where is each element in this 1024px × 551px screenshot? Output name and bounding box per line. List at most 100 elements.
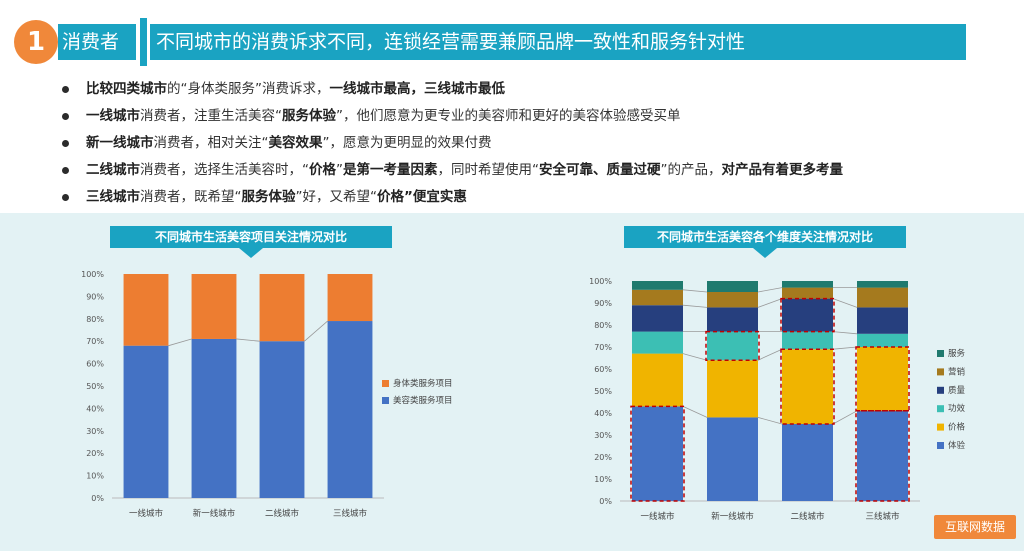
source-tag: 互联网数据 <box>934 515 1016 539</box>
y-tick-label: 70% <box>86 337 104 346</box>
bullet-item: 一线城市消费者，注重生活美容“服务体验”，他们愿意为更专业的美容师和更好的美容体… <box>62 103 1002 130</box>
section-headline: 不同城市的消费诉求不同，连锁经营需要兼顾品牌一致性和服务针对性 <box>150 24 966 60</box>
bullet-text: ”，愿意为更明显的效果付费 <box>322 135 492 151</box>
series-connector-line <box>757 417 783 425</box>
series-connector-line <box>757 298 783 308</box>
chart-1-title: 不同城市生活美容项目关注情况对比 <box>110 226 392 248</box>
bar-segment <box>782 349 833 424</box>
bullet-emphasis: 一线城市 <box>86 108 140 124</box>
series-connector-line <box>832 410 858 425</box>
bullet-emphasis: 二线城市 <box>86 162 140 178</box>
legend-label: 营销 <box>948 366 966 377</box>
bullet-emphasis: 比较四类城市 <box>86 81 167 97</box>
bullet-text: ”的产品， <box>660 162 722 178</box>
bar-segment <box>707 281 758 292</box>
chart-2-title-arrow <box>753 248 777 258</box>
bar-segment <box>327 321 373 498</box>
bullet-item: 二线城市消费者，选择生活美容时，“价格”是第一考量因素，同时希望使用“安全可靠、… <box>62 157 1002 184</box>
series-connector-line <box>832 346 858 350</box>
legend-swatch <box>937 423 944 431</box>
series-connector-line <box>682 289 708 293</box>
legend-label: 价格 <box>948 422 966 433</box>
bullet-emphasis: 安全可靠、质量过硬 <box>539 162 661 178</box>
bullet-text: ”好，又希望“ <box>295 189 378 205</box>
bullet-text: 的“身体类服务”消费诉求， <box>167 81 330 97</box>
highlight-box <box>705 330 760 361</box>
legend-swatch <box>937 405 944 413</box>
bullet-text: 消费者，注重生活美容“ <box>140 108 282 124</box>
bullet-dot-icon <box>62 194 69 201</box>
bullet-dot-icon <box>62 140 69 147</box>
series-connector-line <box>168 338 192 347</box>
y-tick-label: 100% <box>81 270 104 279</box>
bullet-emphasis: 美容效果 <box>268 135 323 151</box>
chart-1: 0% 10% 20% 30% 40% 50% 60% 70% 80% 90% 100% 一线城市 新一线… <box>81 270 452 519</box>
legend-label: 服务 <box>948 348 966 359</box>
bar-segment <box>782 287 833 299</box>
x-tick-label: 二线城市 <box>790 511 825 522</box>
highlight-box <box>630 405 685 502</box>
section-number: 1 <box>14 20 58 64</box>
bar-segment <box>857 410 908 501</box>
bullet-emphasis: 服务体验 <box>241 189 296 205</box>
bullet-text: 消费者，相对关注“ <box>153 135 269 151</box>
y-tick-label: 60% <box>86 360 104 369</box>
bullet-item: 比较四类城市的“身体类服务”消费诉求，一线城市最高，三线城市最低 <box>62 76 1002 103</box>
section-header: 1 消费者 不同城市的消费诉求不同，连锁经营需要兼顾品牌一致性和服务针对性 <box>0 18 1024 66</box>
bullet-text: ，同时希望使用“ <box>437 162 540 178</box>
bar-segment <box>782 281 833 288</box>
legend-swatch <box>937 350 944 357</box>
y-tick-label: 10% <box>594 475 612 484</box>
y-tick-label: 50% <box>86 382 104 391</box>
x-tick-label: 新一线城市 <box>193 508 236 519</box>
x-tick-label: 二线城市 <box>265 508 300 519</box>
y-tick-label: 80% <box>594 321 612 330</box>
series-connector-line <box>757 287 783 293</box>
bullet-text: 消费者，选择生活美容时，“ <box>140 162 309 178</box>
y-tick-label: 30% <box>594 431 612 440</box>
x-tick-label: 三线城市 <box>865 511 900 522</box>
charts-panel <box>0 213 1024 551</box>
y-tick-label: 40% <box>86 404 104 413</box>
y-tick-label: 90% <box>594 299 612 308</box>
chart-2-title: 不同城市生活美容各个维度关注情况对比 <box>624 226 906 248</box>
series-connector-line <box>304 320 328 342</box>
y-tick-label: 20% <box>86 449 104 458</box>
bar-segment <box>782 424 833 501</box>
y-tick-label: 50% <box>594 387 612 396</box>
bullet-emphasis: ”便宜实惠 <box>404 189 467 205</box>
legend-swatch <box>382 397 389 404</box>
y-tick-label: 20% <box>594 453 612 462</box>
bullet-text: 消费者，既希望“ <box>140 189 242 205</box>
bar-segment <box>632 353 683 407</box>
bullet-emphasis: 价格 <box>377 189 404 205</box>
legend-label: 功效 <box>948 403 966 414</box>
bullet-dot-icon <box>62 86 69 93</box>
legend-swatch <box>937 368 944 376</box>
legend-label: 体验 <box>948 440 966 451</box>
bar-segment <box>782 331 833 350</box>
series-connector-line <box>832 331 858 335</box>
bar-segment <box>632 406 683 501</box>
bar-segment <box>707 292 758 308</box>
bullet-dot-icon <box>62 167 69 174</box>
bar-segment <box>707 360 758 418</box>
bullet-emphasis: 是第一考量因素 <box>343 162 438 178</box>
bullet-item: 三线城市消费者，既希望“服务体验”好，又希望“价格”便宜实惠 <box>62 184 1002 211</box>
section-badge: 消费者 <box>58 24 136 60</box>
bar-segment <box>327 274 373 322</box>
x-tick-label: 三线城市 <box>333 508 368 519</box>
bar-segment <box>123 345 169 498</box>
bar-segment <box>857 333 908 347</box>
bar-segment <box>123 274 169 346</box>
y-tick-label: 80% <box>86 315 104 324</box>
chart-1-title-arrow <box>239 248 263 258</box>
x-tick-label: 新一线城市 <box>711 511 754 522</box>
bullet-emphasis: 三线城市 <box>86 189 140 205</box>
y-tick-label: 100% <box>589 277 612 286</box>
chart-2: 0% 10% 20% 30% 40% 50% 60% 70% 80% 90% 100% 一线城市 新一线… <box>589 277 966 522</box>
bar-segment <box>191 338 237 498</box>
bar-segment <box>632 289 683 306</box>
bar-segment <box>707 417 758 501</box>
bar-segment <box>632 305 683 332</box>
